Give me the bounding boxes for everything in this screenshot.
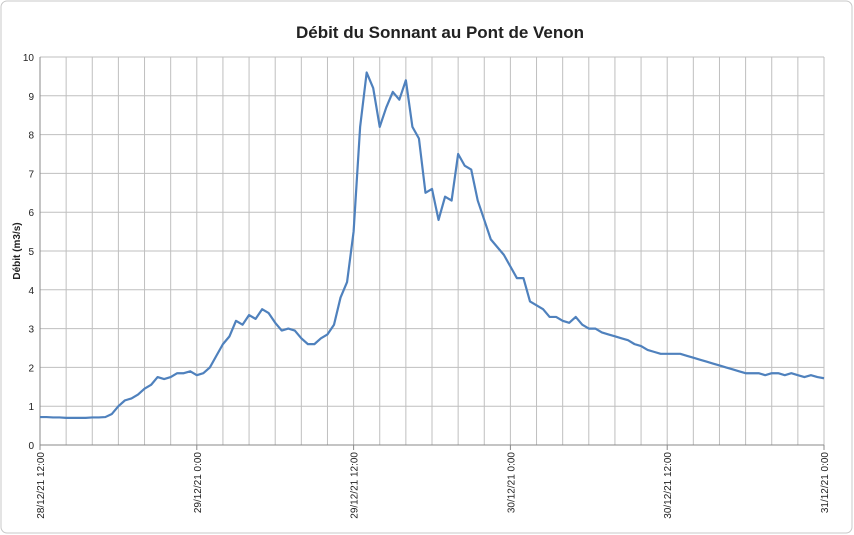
- x-tick-label: 30/12/21 0:00: [506, 452, 517, 514]
- y-tick-label: 8: [28, 131, 34, 142]
- x-tick-label: 28/12/21 12:00: [36, 452, 47, 519]
- y-tick-label: 5: [28, 247, 34, 258]
- x-tick-label: 29/12/21 12:00: [350, 452, 361, 519]
- y-tick-label: 10: [23, 53, 35, 64]
- data-line: [40, 71, 825, 419]
- y-tick-label: 4: [28, 286, 34, 297]
- y-tick-label: 2: [28, 363, 34, 374]
- x-tick-label: 30/12/21 12:00: [663, 452, 674, 519]
- x-tick-label: 31/12/21 0:00: [820, 452, 831, 514]
- y-tick-label: 6: [28, 208, 34, 219]
- y-tick-label: 0: [28, 441, 34, 452]
- y-tick-label: 3: [28, 325, 34, 336]
- y-tick-label: 1: [28, 402, 34, 413]
- chart-title: Débit du Sonnant au Pont de Venon: [296, 23, 584, 42]
- y-tick-label: 7: [28, 169, 34, 180]
- y-axis-label: Débit (m3/s): [12, 222, 23, 279]
- y-tick-label: 9: [28, 92, 34, 103]
- x-tick-label: 29/12/21 0:00: [193, 452, 204, 514]
